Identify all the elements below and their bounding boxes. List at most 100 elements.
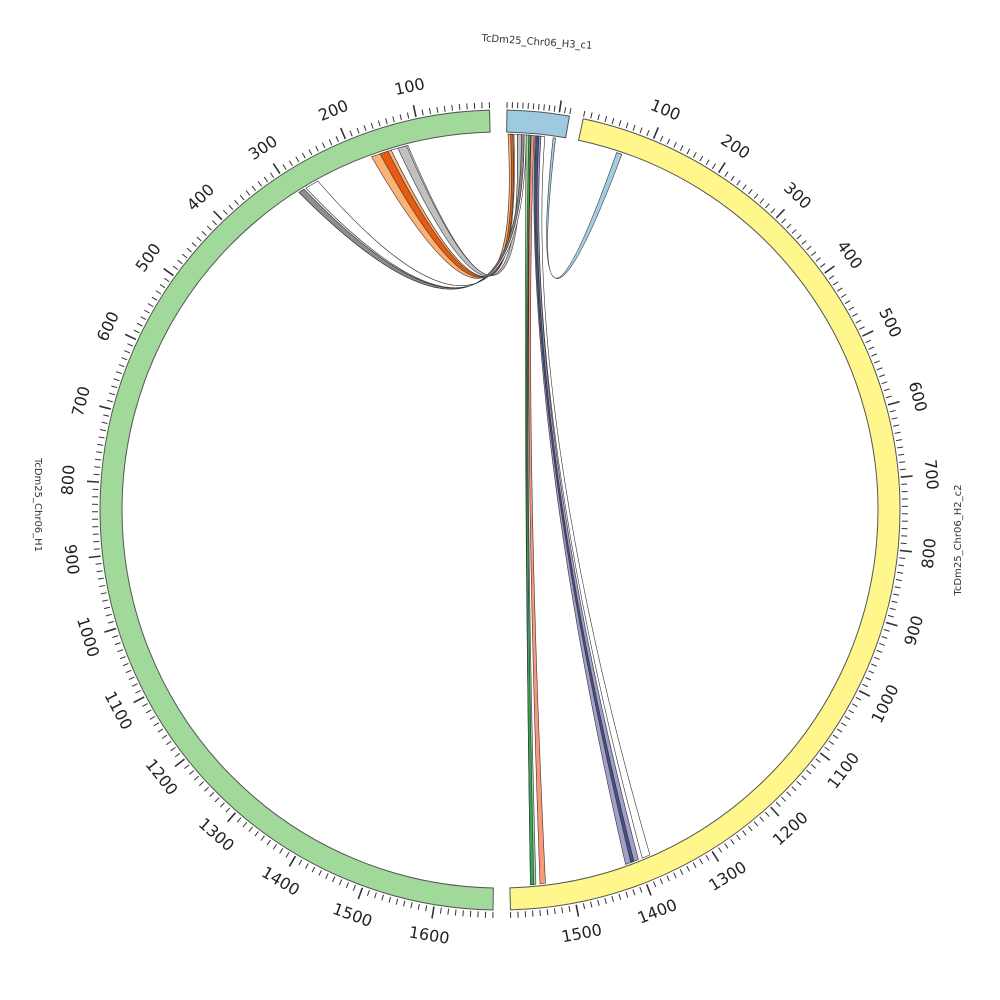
minor-tick: [753, 193, 759, 199]
minor-tick: [436, 106, 439, 113]
minor-tick: [107, 620, 114, 624]
minor-tick: [848, 306, 855, 311]
link-ribbon-12: [538, 135, 651, 859]
minor-tick: [881, 636, 888, 639]
minor-tick: [349, 130, 353, 137]
minor-tick: [692, 152, 697, 158]
minor-tick: [279, 848, 284, 854]
minor-tick: [95, 562, 102, 565]
tick-label: 200: [316, 96, 352, 125]
minor-tick: [260, 835, 265, 841]
tick-label: 1300: [195, 814, 238, 855]
tick-label: 500: [132, 240, 165, 276]
major-tick: [858, 690, 871, 697]
minor-tick: [553, 105, 556, 112]
minor-tick: [791, 229, 797, 234]
minor-tick: [105, 613, 112, 617]
minor-tick: [188, 770, 195, 775]
minor-tick: [868, 670, 875, 674]
minor-tick: [153, 722, 160, 727]
major-tick: [412, 104, 417, 118]
minor-tick: [824, 746, 830, 752]
minor-tick: [410, 902, 413, 909]
minor-tick: [315, 145, 319, 152]
minor-tick: [186, 247, 192, 253]
minor-tick: [639, 886, 643, 893]
tick-label: 600: [93, 308, 123, 344]
minor-tick: [883, 629, 890, 632]
minor-tick: [214, 797, 220, 803]
minor-tick: [873, 360, 880, 364]
link-ribbon-0: [546, 137, 623, 279]
minor-tick: [561, 907, 564, 914]
minor-tick: [125, 669, 132, 674]
minor-tick: [828, 740, 835, 745]
major-tick: [88, 555, 101, 559]
tick-label: 1100: [823, 749, 863, 793]
minor-tick: [117, 649, 124, 653]
minor-tick: [285, 851, 290, 858]
minor-tick: [97, 443, 104, 446]
minor-tick: [724, 843, 729, 849]
minor-tick: [618, 893, 622, 900]
minor-tick: [204, 786, 210, 792]
minor-tick: [879, 374, 886, 378]
minor-tick: [806, 769, 812, 775]
minor-tick: [108, 392, 116, 396]
minor-tick: [116, 371, 122, 375]
minor-tick: [865, 339, 872, 344]
minor-tick: [553, 908, 556, 915]
tick-label: 1100: [101, 688, 137, 733]
minor-tick: [639, 127, 643, 134]
major-tick: [711, 850, 720, 863]
tick-label: 600: [905, 379, 931, 413]
minor-tick: [251, 185, 257, 192]
minor-tick: [272, 843, 278, 850]
minor-tick: [597, 899, 600, 906]
minor-tick: [100, 592, 107, 595]
minor-tick: [673, 872, 677, 879]
major-tick: [645, 884, 652, 896]
minor-tick: [666, 138, 671, 145]
minor-tick: [352, 884, 356, 891]
minor-tick: [295, 156, 300, 163]
minor-tick: [392, 116, 395, 123]
major-tick: [163, 267, 174, 277]
minor-tick: [659, 878, 664, 885]
major-tick: [174, 758, 185, 768]
minor-tick: [604, 116, 608, 123]
minor-tick: [222, 209, 228, 215]
minor-tick: [443, 105, 446, 112]
minor-tick: [894, 431, 901, 434]
minor-tick: [632, 889, 636, 896]
major-tick: [819, 752, 831, 761]
major-tick: [885, 621, 898, 627]
minor-tick: [103, 414, 110, 417]
minor-tick: [122, 662, 129, 667]
minor-tick: [381, 894, 384, 901]
major-tick: [775, 208, 786, 219]
major-tick: [899, 549, 912, 553]
minor-tick: [775, 801, 781, 807]
tick-label: 300: [780, 178, 815, 213]
minor-tick: [899, 557, 906, 559]
minor-tick: [894, 586, 901, 589]
minor-tick: [781, 218, 787, 224]
tick-label: 500: [875, 305, 905, 341]
minor-tick: [93, 473, 100, 476]
minor-tick: [699, 155, 704, 162]
major-tick: [431, 906, 435, 919]
minor-tick: [679, 145, 684, 151]
minor-tick: [883, 388, 890, 392]
minor-tick: [212, 220, 217, 226]
major-tick: [133, 696, 145, 704]
minor-tick: [611, 895, 615, 903]
minor-tick: [828, 275, 835, 280]
minor-tick: [840, 293, 847, 298]
minor-tick: [118, 364, 125, 368]
minor-tick: [815, 257, 821, 262]
minor-tick: [538, 103, 540, 110]
minor-tick: [568, 905, 571, 913]
minor-tick: [157, 728, 164, 733]
